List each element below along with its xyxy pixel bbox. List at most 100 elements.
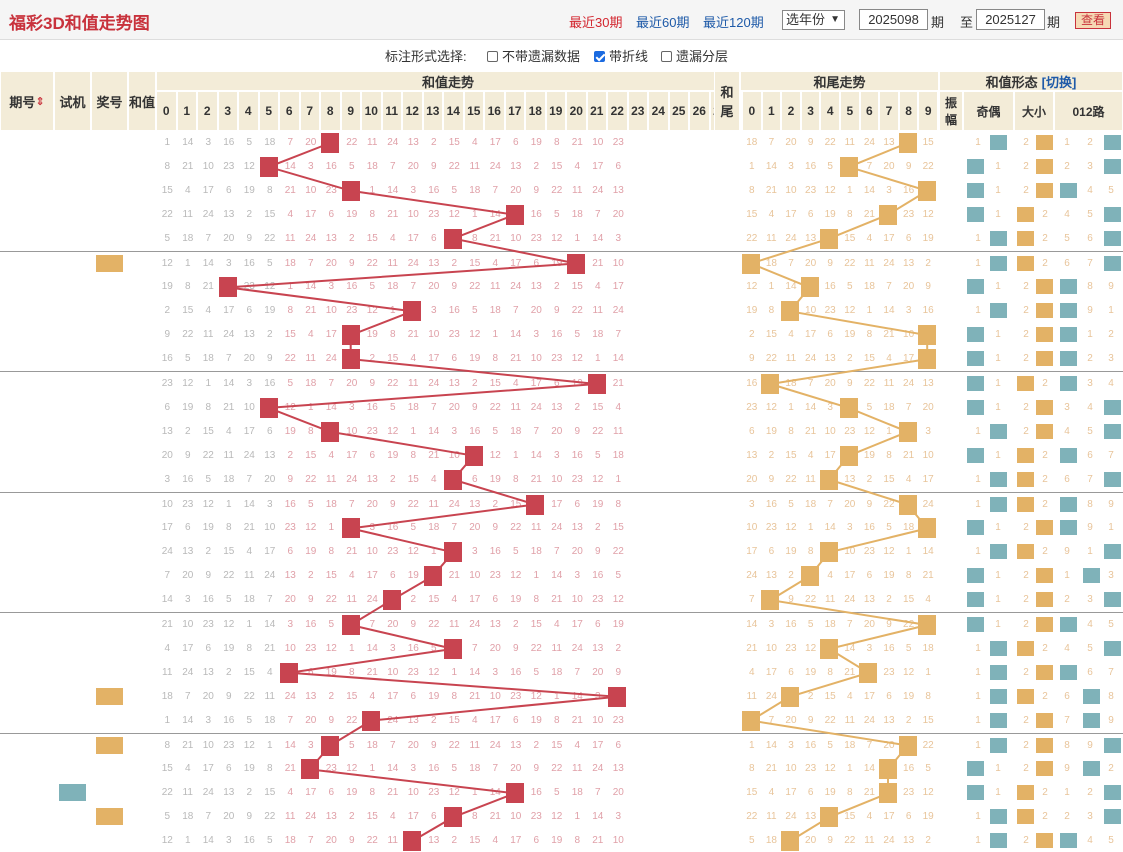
sum-miss-cell: 21: [387, 208, 399, 220]
sum-miss-cell: 18: [223, 473, 235, 485]
road-miss: 3: [1087, 160, 1093, 172]
sum-miss-cell: 4: [410, 353, 417, 365]
oe-tag: [990, 640, 1007, 656]
road-miss: 2: [1087, 137, 1093, 148]
period-cell: [0, 637, 54, 660]
tail-cell: [714, 179, 740, 202]
road-miss: 4: [1087, 619, 1093, 630]
sum-miss-cell: 4: [348, 570, 355, 582]
tail-miss-cell: 3: [788, 739, 794, 751]
tail-miss-cell: 4: [788, 329, 794, 341]
sum-miss-cell: 11: [531, 522, 542, 534]
oe-tag: [967, 279, 984, 295]
sum-miss-cell: 14: [592, 811, 604, 823]
sum-miss-cell: 2: [574, 401, 581, 413]
sum-hit-marker: [444, 638, 463, 659]
tail-miss-cell: 22: [922, 739, 934, 751]
from-period-input[interactable]: 2025098: [859, 9, 928, 30]
sum-miss-cell: [649, 685, 670, 708]
sum-miss-cell: 4: [369, 690, 376, 702]
road-miss: 5: [1108, 619, 1114, 630]
sum-miss-cell: 6: [328, 208, 335, 220]
tail-miss-cell: 8: [807, 546, 814, 558]
sum-miss-cell: 10: [243, 401, 255, 413]
checkbox-icon[interactable]: [487, 51, 498, 62]
view-button[interactable]: 查看: [1075, 12, 1111, 29]
period-cell: [0, 540, 54, 563]
to-period-input[interactable]: 2025127: [976, 9, 1045, 30]
quick-30-link[interactable]: 最近30期: [569, 15, 623, 30]
oe-tag: [990, 135, 1007, 150]
road-miss: 1: [1064, 787, 1070, 799]
bs-tag: [1017, 230, 1034, 246]
sum-miss-cell: 21: [592, 835, 604, 847]
option-no-missing[interactable]: 不带遗漏数据: [487, 46, 580, 65]
amp-cell: [939, 661, 963, 684]
sum-hit-marker: [341, 180, 360, 201]
sum-miss-cell: 8: [307, 425, 314, 437]
tail-miss-cell: 4: [847, 690, 853, 702]
sum-miss-cell: 11: [469, 739, 480, 751]
sum-miss-cell: 18: [182, 811, 194, 823]
sort-icon[interactable]: ⇕: [35, 95, 45, 108]
option-layered[interactable]: 遗漏分层: [661, 46, 728, 65]
switch-link[interactable]: [切换]: [1041, 74, 1077, 90]
tail-miss-cell: 23: [805, 184, 817, 196]
checkbox-checked-icon[interactable]: [594, 51, 605, 62]
sum-miss-cell: [670, 829, 691, 852]
sum-miss-cell: 9: [533, 184, 540, 196]
sum-miss-cell: 5: [389, 401, 396, 413]
option-with-lines[interactable]: 带折线: [594, 46, 648, 65]
sum-miss-cell: 5: [533, 666, 540, 678]
sum-col-16: 16: [484, 91, 505, 131]
sum-hit-marker: [403, 831, 422, 852]
oe-miss: 1: [995, 281, 1001, 293]
sum-miss-cell: 4: [492, 835, 499, 847]
sum-miss-cell: [670, 613, 691, 636]
sum-miss-cell: 23: [202, 619, 214, 630]
sum-miss-cell: 18: [366, 160, 378, 172]
tail-miss-cell: 12: [805, 642, 817, 654]
tail-hit-marker: [879, 759, 897, 780]
sum-miss-cell: 15: [530, 619, 542, 630]
tail-hit-marker: [820, 228, 839, 249]
oe-tag: [967, 182, 984, 198]
quick-120-link[interactable]: 最近120期: [703, 15, 764, 30]
road-tag: [1060, 447, 1077, 463]
sum-miss-cell: 6: [287, 546, 294, 558]
header-period[interactable]: 期号 ⇕: [0, 71, 54, 131]
sum-miss-cell: 15: [325, 570, 337, 582]
tail-miss-cell: 24: [765, 690, 777, 702]
bs-tag: [1036, 617, 1053, 632]
sum-miss-cell: 15: [469, 835, 481, 847]
tail-hit-marker: [918, 518, 937, 539]
tail-miss-cell: 20: [922, 401, 934, 413]
year-select[interactable]: 选年份 ▼: [782, 10, 845, 30]
period-cell: [0, 227, 54, 250]
sum-col-1: 1: [176, 91, 197, 131]
tail-miss-cell: 21: [765, 184, 777, 196]
sum-miss-cell: [670, 131, 691, 154]
tail-miss-cell: 18: [824, 619, 836, 630]
sum-miss-cell: 2: [553, 281, 560, 293]
sum-miss-cell: 5: [246, 714, 253, 726]
road-miss: 9: [1087, 305, 1093, 317]
oe-miss: 1: [975, 473, 981, 485]
prize-cell: [91, 299, 128, 322]
sum-miss-cell: 6: [553, 378, 560, 389]
sum-miss-cell: 16: [182, 473, 194, 485]
sum-miss-cell: 2: [287, 449, 294, 461]
oe-miss: 1: [995, 353, 1001, 365]
sum-miss-cell: 24: [202, 208, 214, 220]
oe-miss: 1: [975, 137, 981, 148]
sum-miss-cell: 19: [346, 787, 358, 799]
tail-cell: [714, 203, 740, 226]
sum-miss-cell: 7: [369, 619, 376, 630]
tail-miss-cell: 7: [866, 160, 873, 172]
sum-miss-cell: 9: [410, 619, 417, 630]
sum-miss-cell: [670, 347, 691, 370]
header-road: 012路: [1054, 91, 1123, 131]
prize-cell: [91, 227, 128, 250]
quick-60-link[interactable]: 最近60期: [636, 15, 690, 30]
checkbox-icon[interactable]: [661, 51, 672, 62]
